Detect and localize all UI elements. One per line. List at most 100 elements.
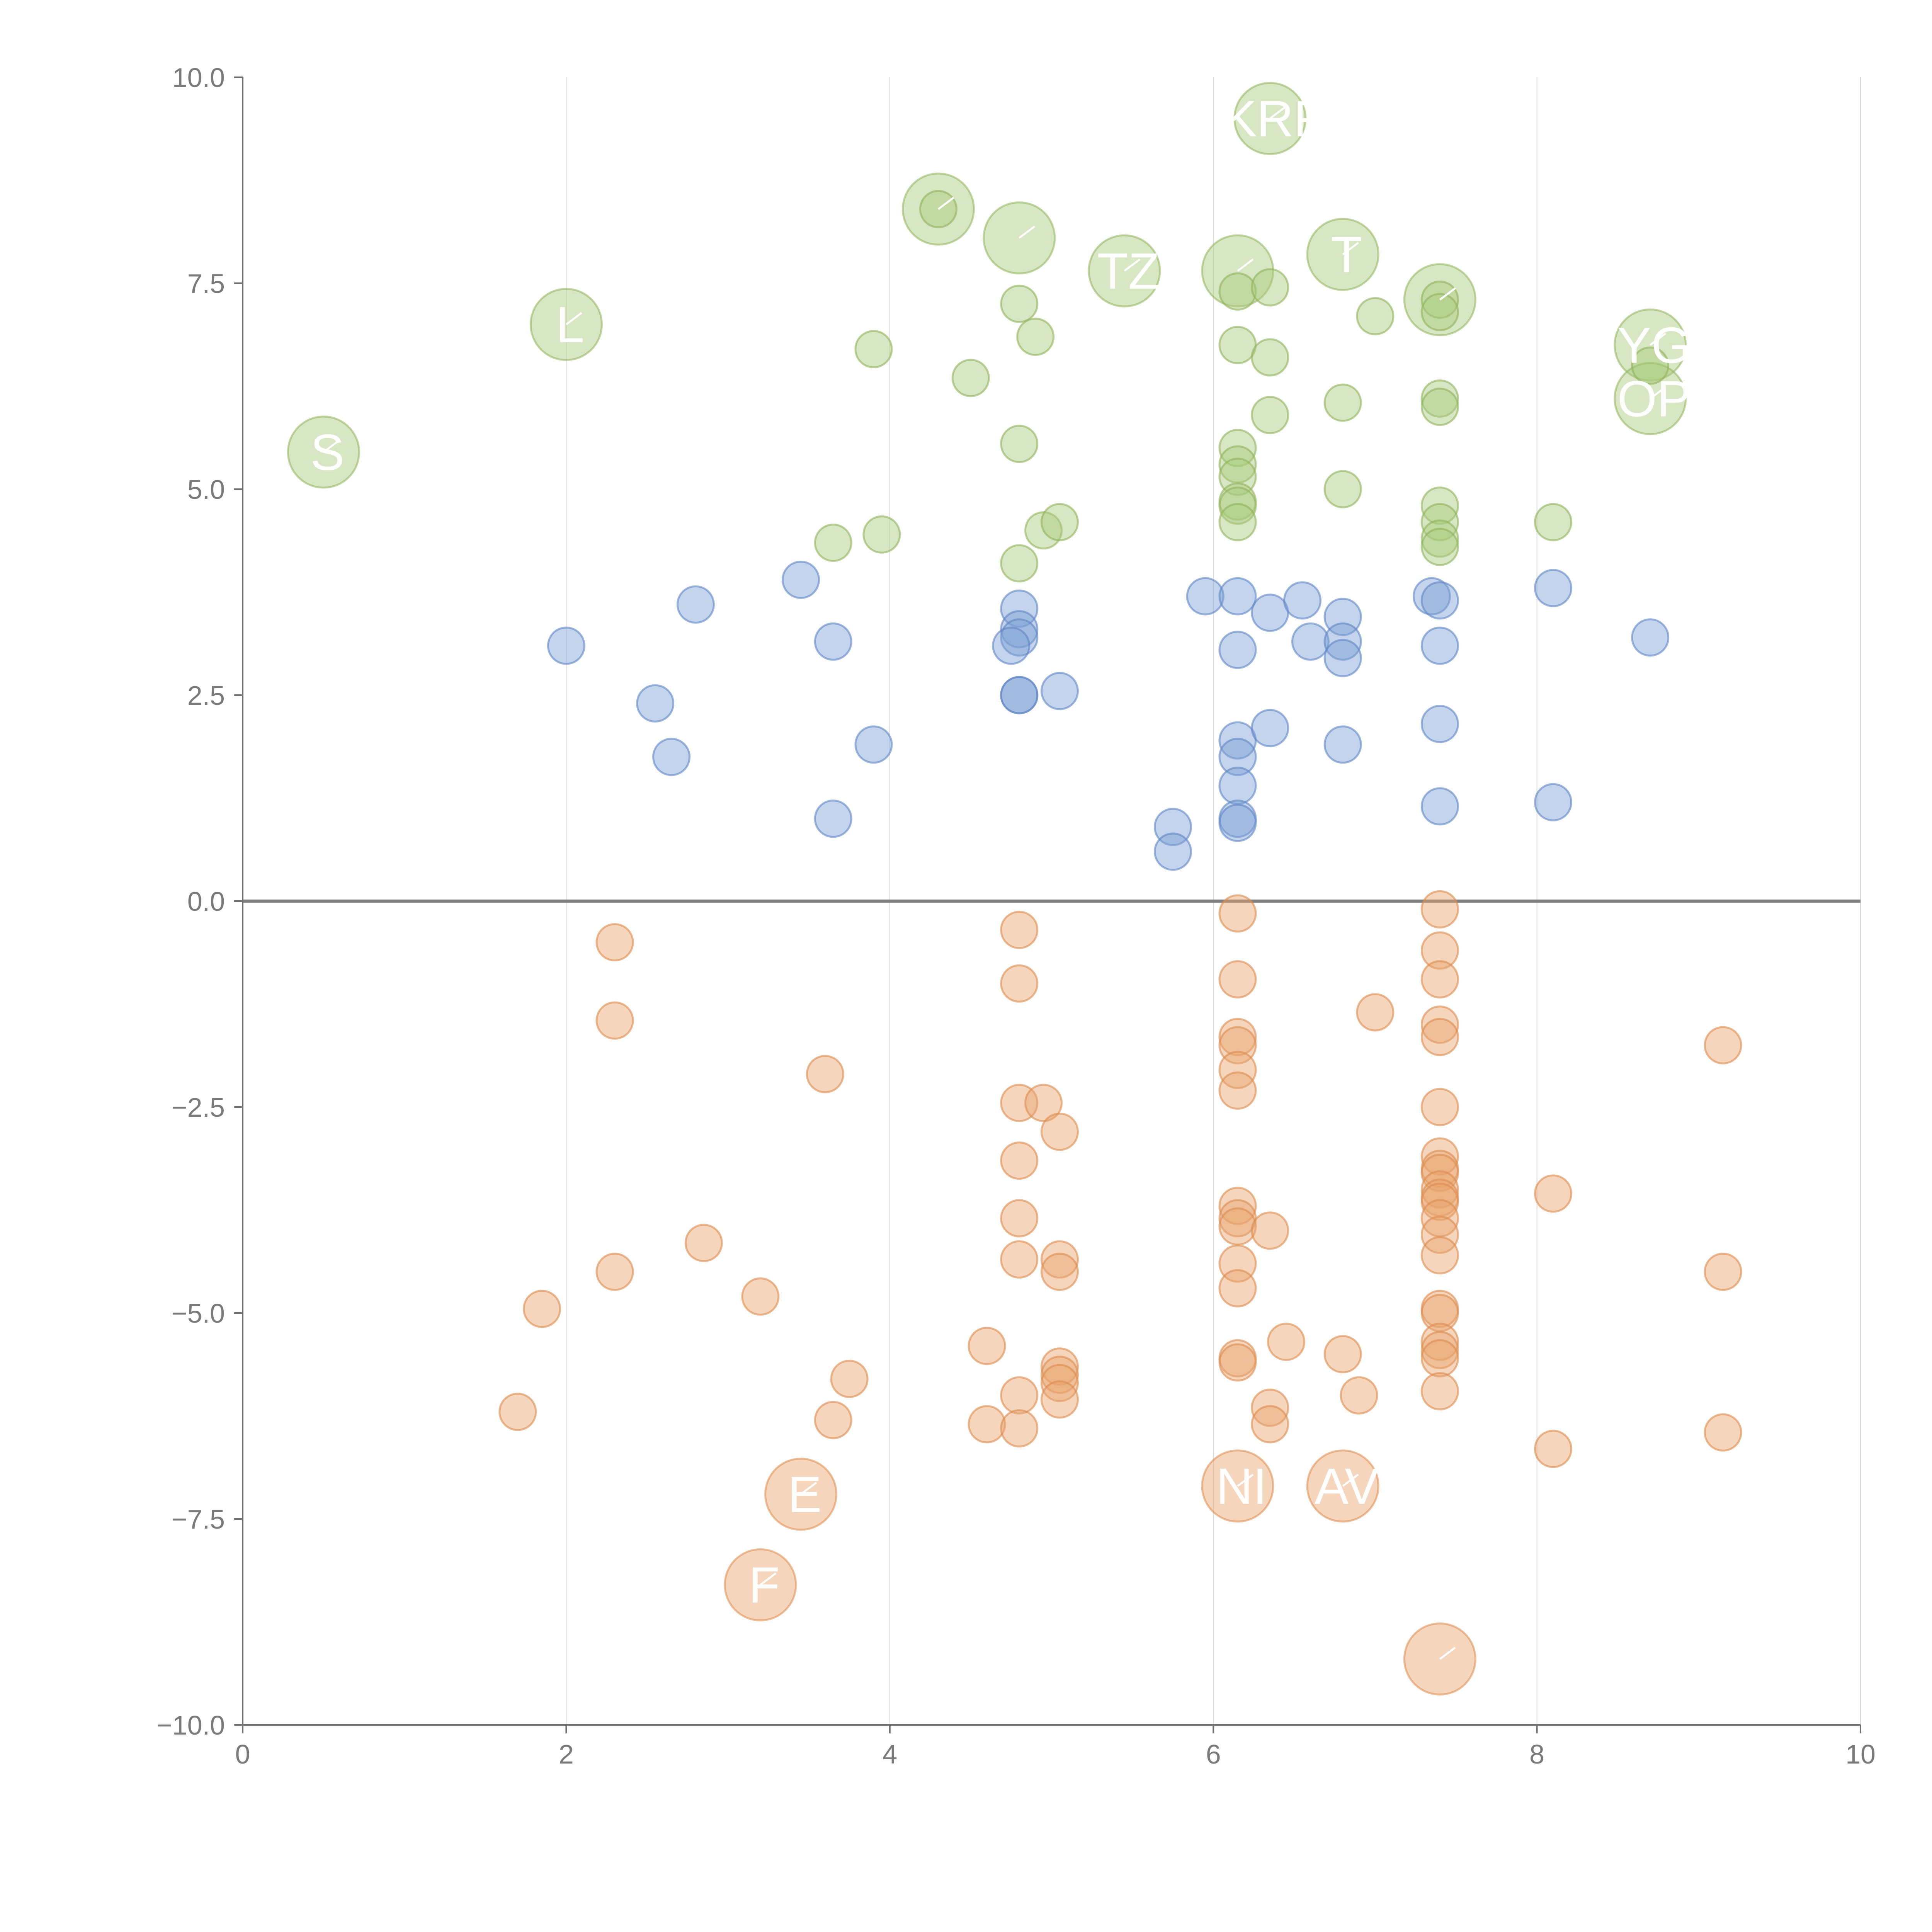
orange-point: [1420, 890, 1459, 929]
blue-point: [1291, 622, 1330, 661]
blue-point: [1218, 767, 1257, 805]
blue-point: [1534, 569, 1572, 607]
label-leader-line: [760, 1572, 777, 1586]
blue-point: [547, 626, 585, 665]
blue-point: [1000, 589, 1039, 628]
green-point: [1631, 346, 1670, 385]
orange-point: [1420, 931, 1459, 970]
y-tick-label: 2.5: [187, 680, 225, 711]
orange-point: [741, 1277, 780, 1316]
orange-point: [1420, 1372, 1459, 1411]
orange-point: [1420, 1339, 1459, 1378]
orange-point: [1420, 1018, 1459, 1056]
label-leader-line: [1237, 1473, 1254, 1487]
orange-point: [684, 1224, 723, 1262]
green-point: [1218, 272, 1257, 311]
x-tick-label: 10: [1845, 1739, 1876, 1769]
green-point: [1420, 388, 1459, 426]
label-leader-line: [565, 312, 582, 325]
blue-point: [1218, 803, 1257, 842]
blue-point: [1040, 672, 1079, 710]
blue-point: [652, 738, 691, 776]
green-point: [854, 330, 893, 369]
y-tick-label: 0.0: [187, 886, 225, 917]
orange-point: [1218, 1207, 1257, 1246]
orange-point-label: AV: [1315, 1458, 1379, 1515]
green-point: [1218, 503, 1257, 541]
label-leader-line: [937, 197, 954, 210]
green-point-label: OP: [1617, 370, 1691, 427]
green-point: [1420, 527, 1459, 566]
orange-point: [1040, 1112, 1079, 1151]
blue-point: [814, 799, 852, 838]
green-point: [1534, 503, 1572, 541]
orange-point: [1534, 1430, 1572, 1468]
label-leader-line: [1439, 1646, 1456, 1660]
label-leader-line: [1342, 1473, 1359, 1487]
x-tick-label: 0: [235, 1739, 250, 1769]
orange-point: [1704, 1252, 1742, 1291]
green-point-label: L: [556, 296, 584, 353]
orange-point: [1420, 1170, 1459, 1209]
green-point: [1000, 284, 1039, 323]
orange-point: [1420, 1215, 1459, 1254]
green-point: [1420, 379, 1459, 418]
blue-point: [1218, 631, 1257, 669]
orange-point: [1704, 1026, 1742, 1065]
x-tick-label: 4: [882, 1739, 897, 1769]
green-point: [1323, 383, 1362, 422]
blue-point: [676, 585, 715, 624]
x-tick-label: 8: [1529, 1739, 1544, 1769]
green-point: [862, 515, 901, 554]
x-axis-ticks: 0 2 4 6 8 10: [235, 1725, 1876, 1769]
orange-point: [1251, 1388, 1289, 1427]
green-point: [814, 524, 852, 562]
green-point: [1000, 425, 1039, 463]
green-point-label: KRF: [1223, 90, 1325, 147]
blue-point: [1420, 705, 1459, 743]
orange-point: [1218, 1187, 1257, 1225]
blue-point: [1251, 594, 1289, 632]
blue-point: [1251, 709, 1289, 747]
orange-point: [1040, 1347, 1079, 1386]
orange-point: [1040, 1364, 1079, 1402]
orange-point: [1000, 1141, 1039, 1180]
orange-point: [968, 1405, 1006, 1444]
orange-point: [1420, 1005, 1459, 1044]
orange-point: [1000, 1376, 1039, 1415]
orange-point: [595, 1252, 634, 1291]
blue-point: [1323, 725, 1362, 764]
x-tick-label: 2: [559, 1739, 574, 1769]
blue-point: [1323, 639, 1362, 677]
orange-point: [1420, 1331, 1459, 1369]
orange-point: [595, 923, 634, 962]
label-leader-line: [1650, 332, 1667, 346]
orange-point: [1218, 1343, 1257, 1382]
blue-point: [1186, 577, 1225, 616]
orange-point: [1251, 1405, 1289, 1444]
orange-point: [1218, 1051, 1257, 1089]
label-leader-line: [1019, 225, 1036, 239]
blue-point: [1218, 577, 1257, 616]
y-axis-ticks: 10.0 7.5 5.0 2.5 0.0 −2.5 −5.0 −7.5 −10.0: [156, 63, 243, 1740]
orange-point: [1000, 1409, 1039, 1447]
orange-point: [595, 1001, 634, 1040]
blue-point: [1534, 783, 1572, 821]
orange-point: [1420, 1236, 1459, 1275]
green-point: [1218, 429, 1257, 467]
green-point-label: TZ: [1097, 243, 1159, 299]
orange-point: [1340, 1376, 1378, 1415]
green-point: [1000, 544, 1039, 583]
blue-point: [636, 684, 675, 723]
green-point: [1218, 326, 1257, 364]
orange-point: [1420, 1323, 1459, 1361]
label-leader-line: [1342, 242, 1359, 255]
y-tick-label: −10.0: [156, 1710, 225, 1740]
blue-point: [1283, 581, 1321, 620]
orange-point: [1323, 1335, 1362, 1374]
label-leader-line: [1650, 386, 1667, 400]
orange-point: [1040, 1380, 1079, 1419]
green-point: [1323, 470, 1362, 509]
orange-point: [498, 1393, 537, 1431]
